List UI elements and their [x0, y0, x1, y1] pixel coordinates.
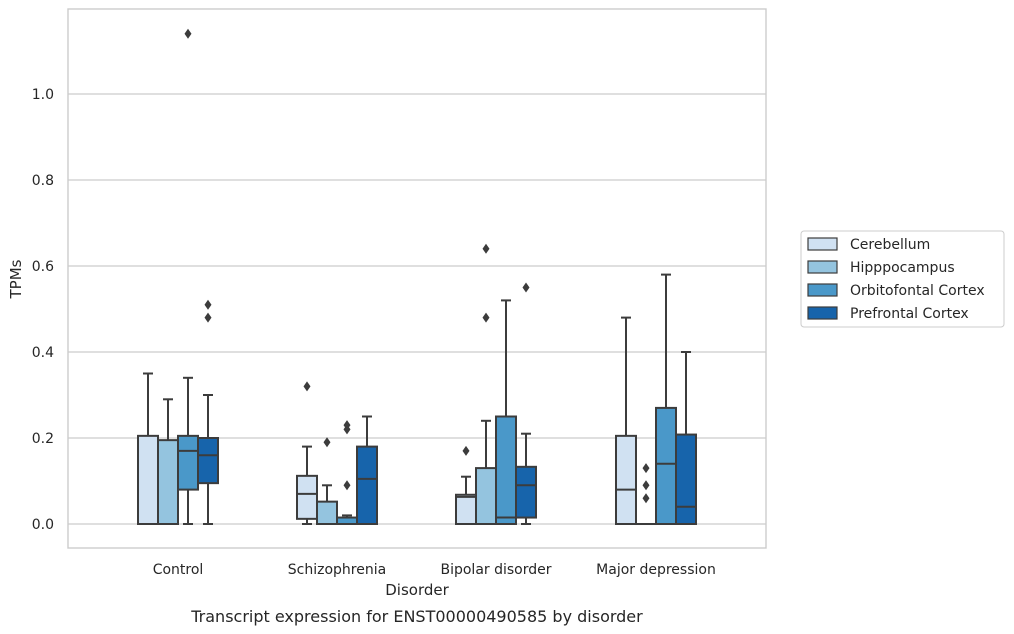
- y-axis-title: TPMs: [7, 259, 25, 299]
- box-prefrontal-cortex: [515, 282, 537, 525]
- outlier-point: [522, 282, 530, 293]
- box-cerebellum: [615, 316, 637, 526]
- x-tick-label: Schizophrenia: [288, 562, 386, 578]
- x-tick-label: Control: [153, 562, 204, 578]
- box-iqr: [356, 445, 378, 526]
- box-hipppocampus: [316, 437, 338, 526]
- y-tick-label: 1.0: [32, 87, 54, 103]
- y-tick-labels: 0.0 0.2 0.4 0.6 0.8 1.0: [32, 87, 54, 533]
- box-iqr: [197, 437, 219, 485]
- box-iqr: [177, 434, 199, 491]
- box-hipppocampus: [635, 463, 657, 526]
- box-series: [137, 28, 697, 526]
- box-iqr: [316, 500, 338, 526]
- outlier-point: [482, 243, 490, 254]
- box-iqr: [615, 434, 637, 526]
- box-iqr: [515, 465, 537, 519]
- box-prefrontal-cortex: [675, 351, 697, 525]
- box-prefrontal-cortex: [197, 299, 219, 525]
- box-iqr: [455, 493, 477, 526]
- legend-label: Prefrontal Cortex: [850, 306, 969, 322]
- outlier-point: [642, 480, 650, 491]
- legend-frame: [800, 230, 1005, 328]
- x-axis-title: Disorder: [385, 581, 449, 599]
- legend-swatch: [807, 306, 838, 320]
- outlier-point: [343, 480, 351, 491]
- chart-caption: Transcript expression for ENST0000049058…: [190, 607, 643, 626]
- x-tick-label: Bipolar disorder: [440, 562, 551, 578]
- y-tick-label: 0.6: [32, 259, 54, 275]
- legend-label: Orbitofontal Cortex: [850, 283, 985, 299]
- box-cerebellum: [137, 372, 159, 526]
- box-iqr: [475, 467, 497, 526]
- legend-swatch: [807, 260, 838, 274]
- box-hipppocampus: [475, 243, 497, 526]
- x-tick-label: Major depression: [596, 562, 716, 578]
- outlier-point: [642, 493, 650, 504]
- box-iqr: [296, 474, 318, 520]
- box-iqr: [675, 433, 697, 525]
- box-iqr: [137, 434, 159, 526]
- outlier-point: [482, 312, 490, 323]
- box-iqr: [655, 406, 677, 525]
- outlier-point: [204, 312, 212, 323]
- legend-swatch: [807, 283, 838, 297]
- outlier-point: [204, 299, 212, 310]
- legend-swatch: [807, 237, 838, 251]
- legend-label: Hipppocampus: [850, 260, 955, 276]
- outlier-point: [184, 28, 192, 39]
- box-orbitofontal-cortex: [655, 273, 677, 525]
- outlier-point: [343, 420, 351, 431]
- box-iqr: [495, 415, 517, 525]
- y-tick-label: 0.8: [32, 173, 54, 189]
- outlier-point: [642, 463, 650, 474]
- y-tick-label: 0.4: [32, 345, 54, 361]
- outlier-point: [462, 445, 470, 456]
- box-cerebellum: [296, 381, 318, 525]
- legend: Cerebellum Hipppocampus Orbitofontal Corte…: [800, 230, 1005, 328]
- outlier-point: [303, 381, 311, 392]
- y-tick-label: 0.0: [32, 517, 54, 533]
- box-orbitofontal-cortex: [336, 420, 358, 525]
- legend-label: Cerebellum: [850, 237, 930, 253]
- y-tick-label: 0.2: [32, 431, 54, 447]
- box-iqr: [157, 439, 179, 525]
- box-prefrontal-cortex: [356, 415, 378, 526]
- outlier-point: [323, 437, 331, 448]
- x-tick-labels: Control Schizophrenia Bipolar disorder Majo…: [153, 562, 716, 578]
